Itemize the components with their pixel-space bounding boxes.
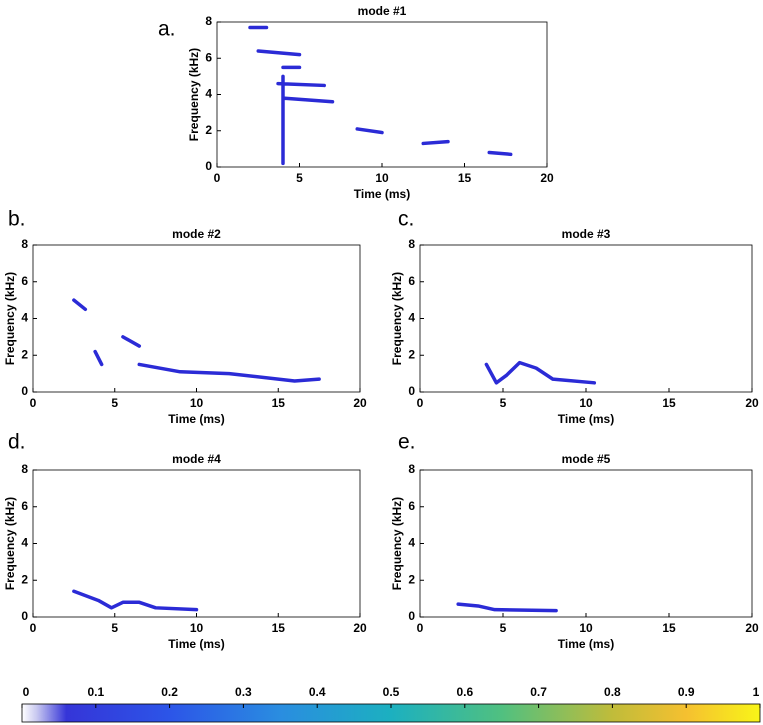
colorbar-tick-label: 0 (23, 685, 30, 699)
y-tick-label: 2 (21, 572, 28, 586)
panel-label: b. (8, 208, 26, 231)
x-tick-label: 20 (745, 396, 759, 410)
x-tick-label: 10 (579, 621, 593, 635)
chart-title: mode #5 (562, 452, 611, 466)
x-tick-label: 10 (190, 396, 204, 410)
x-tick-label: 10 (579, 396, 593, 410)
y-tick-label: 8 (408, 462, 415, 476)
y-tick-label: 0 (408, 609, 415, 623)
ridge (72, 589, 199, 612)
y-tick-label: 0 (205, 159, 212, 173)
colorbar-tick-label: 0.5 (383, 685, 400, 699)
y-tick-label: 0 (21, 609, 28, 623)
x-tick-label: 15 (662, 396, 676, 410)
chart-title: mode #4 (172, 452, 221, 466)
plot-area (419, 244, 753, 393)
x-tick-label: 15 (458, 171, 472, 185)
x-tick-label: 20 (353, 621, 367, 635)
x-axis-label: Time (ms) (558, 637, 614, 651)
y-axis-label: Frequency (kHz) (3, 497, 17, 590)
colorbar-tick-label: 0.7 (530, 685, 547, 699)
y-tick-label: 6 (205, 50, 212, 64)
plot-area (419, 469, 753, 618)
x-axis-label: Time (ms) (168, 412, 224, 426)
ridge (248, 25, 513, 166)
y-tick-label: 4 (21, 536, 28, 550)
x-tick-label: 20 (745, 621, 759, 635)
colorbar-tick-label: 0.6 (456, 685, 473, 699)
y-tick-label: 2 (408, 572, 415, 586)
x-tick-label: 0 (214, 171, 221, 185)
y-tick-label: 0 (21, 384, 28, 398)
y-tick-label: 4 (408, 311, 415, 325)
y-axis-label: Frequency (kHz) (390, 272, 404, 365)
colorbar-tick-label: 1 (753, 685, 760, 699)
x-tick-label: 15 (272, 396, 286, 410)
x-tick-label: 5 (500, 621, 507, 635)
y-tick-label: 8 (408, 237, 415, 251)
x-tick-label: 0 (417, 396, 424, 410)
y-tick-label: 6 (21, 274, 28, 288)
chart-title: mode #1 (358, 4, 407, 18)
x-tick-label: 5 (111, 621, 118, 635)
x-tick-label: 0 (30, 396, 37, 410)
panel-label: d. (8, 431, 26, 454)
ridge (72, 298, 321, 383)
y-tick-label: 2 (21, 347, 28, 361)
colorbar-tick-label: 0.9 (678, 685, 695, 699)
y-axis-label: Frequency (kHz) (187, 48, 201, 141)
y-axis-label: Frequency (kHz) (3, 272, 17, 365)
plot-area (32, 469, 361, 618)
y-tick-label: 6 (408, 499, 415, 513)
panel-label: c. (398, 208, 414, 231)
y-tick-label: 4 (408, 536, 415, 550)
ridge (484, 360, 597, 385)
x-tick-label: 20 (353, 396, 367, 410)
y-tick-label: 8 (21, 237, 28, 251)
x-tick-label: 20 (540, 171, 554, 185)
y-axis-label: Frequency (kHz) (390, 497, 404, 590)
colorbar-tick-label: 0.4 (309, 685, 326, 699)
panel-label: e. (398, 431, 416, 454)
y-tick-label: 2 (408, 347, 415, 361)
y-tick-label: 4 (21, 311, 28, 325)
panel-label: a. (158, 18, 176, 41)
y-tick-label: 2 (205, 123, 212, 137)
x-axis-label: Time (ms) (558, 412, 614, 426)
x-tick-label: 5 (111, 396, 118, 410)
x-axis-label: Time (ms) (354, 187, 410, 201)
colorbar-tick-label: 0.3 (235, 685, 252, 699)
x-tick-label: 5 (296, 171, 303, 185)
y-tick-label: 6 (21, 499, 28, 513)
chart-title: mode #3 (562, 227, 611, 241)
x-tick-label: 5 (500, 396, 507, 410)
chart-title: mode #2 (172, 227, 221, 241)
colorbar-tick-label: 0.1 (87, 685, 104, 699)
x-tick-label: 15 (662, 621, 676, 635)
x-tick-label: 10 (375, 171, 389, 185)
x-axis-label: Time (ms) (168, 637, 224, 651)
plot-area (216, 21, 548, 168)
plot-area (32, 244, 361, 393)
y-tick-label: 0 (408, 384, 415, 398)
ridge (456, 602, 558, 613)
x-tick-label: 10 (190, 621, 204, 635)
x-tick-label: 0 (417, 621, 424, 635)
x-tick-label: 0 (30, 621, 37, 635)
y-tick-label: 8 (205, 14, 212, 28)
y-tick-label: 8 (21, 462, 28, 476)
x-tick-label: 15 (272, 621, 286, 635)
y-tick-label: 4 (205, 87, 212, 101)
colorbar-tick-label: 0.2 (161, 685, 178, 699)
y-tick-label: 6 (408, 274, 415, 288)
colorbar-tick-label: 0.8 (604, 685, 621, 699)
